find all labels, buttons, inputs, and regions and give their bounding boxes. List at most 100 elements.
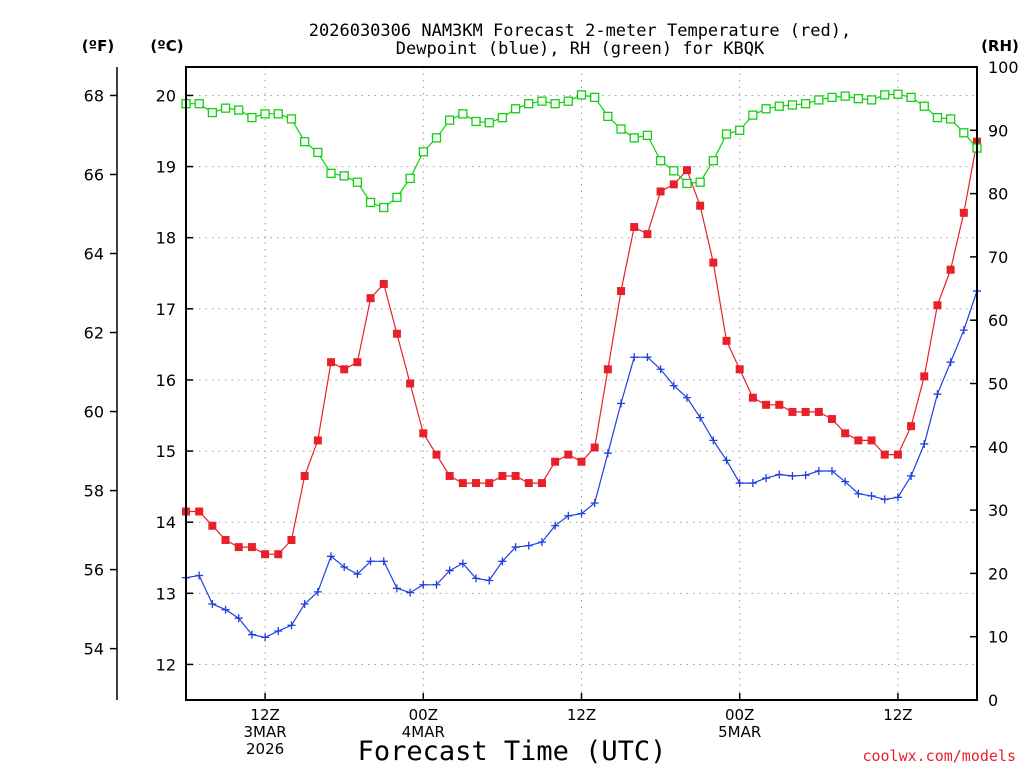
rh-point-18	[418, 147, 428, 157]
rh-point-39	[695, 177, 705, 187]
rh-point-58	[945, 114, 956, 124]
rh-point-28	[550, 99, 560, 109]
dewpoint-point-48	[814, 466, 823, 475]
dewpoint-point-38	[682, 393, 691, 402]
rh-point-1	[194, 99, 204, 109]
rh-tick-label-20: 20	[988, 564, 1008, 583]
temperature-point-2	[208, 521, 217, 530]
fahrenheit-tick-label-60: 60	[84, 403, 104, 422]
dewpoint-point-24	[498, 557, 507, 566]
x-tick-label-0-2: 2026	[246, 740, 284, 758]
temperature-point-8	[287, 535, 296, 544]
rh-point-4	[234, 105, 244, 115]
dewpoint-point-37	[669, 381, 678, 390]
chart-title-line-1: 2026030306 NAM3KM Forecast 2-meter Tempe…	[309, 21, 851, 41]
temperature-point-20	[445, 471, 454, 480]
temperature-point-37	[669, 180, 678, 189]
temperature-point-38	[682, 166, 691, 175]
temperature-point-9	[300, 471, 309, 480]
celsius-unit-label: (ºC)	[150, 37, 183, 55]
rh-point-20	[445, 115, 455, 125]
temperature-point-52	[867, 436, 876, 445]
dewpoint-point-8	[287, 621, 296, 630]
rh-tick-label-80: 80	[988, 185, 1008, 204]
dewpoint-point-3	[221, 605, 230, 614]
x-axis-title: Forecast Time (UTC)	[358, 736, 667, 767]
rh-point-17	[405, 173, 415, 184]
rh-point-56	[919, 101, 929, 111]
x-tick-label-2-0: 12Z	[567, 706, 596, 724]
rh-point-31	[590, 92, 600, 103]
rh-point-13	[352, 177, 363, 187]
dewpoint-point-22	[472, 574, 481, 583]
rh-point-41	[721, 129, 732, 139]
fahrenheit-unit-label: (ºF)	[82, 37, 114, 55]
temperature-point-34	[630, 223, 639, 232]
temperature-point-26	[524, 479, 533, 488]
rh-point-5	[247, 112, 257, 123]
rh-point-48	[814, 95, 824, 105]
dewpoint-point-59	[959, 326, 968, 335]
grid-lines	[186, 67, 977, 700]
fahrenheit-tick-label-56: 56	[84, 561, 104, 580]
temperature-point-58	[946, 265, 955, 274]
celsius-tick-label-15: 15	[156, 442, 176, 461]
rh-unit-label: (RH)	[981, 37, 1019, 55]
rh-point-14	[365, 197, 376, 208]
dewpoint-point-7	[274, 627, 283, 636]
rh-point-9	[299, 137, 310, 147]
rh-point-27	[537, 96, 547, 106]
dewpoint-point-47	[801, 471, 810, 480]
dewpoint-point-44	[762, 474, 771, 483]
rh-point-43	[748, 110, 758, 120]
temperature-point-18	[419, 429, 428, 438]
rh-point-2	[207, 107, 218, 118]
rh-point-47	[800, 99, 811, 109]
temperature-point-49	[827, 415, 836, 424]
rh-point-29	[563, 96, 573, 106]
dewpoint-point-26	[524, 541, 533, 550]
rh-tick-label-50: 50	[988, 375, 1008, 394]
rh-point-12	[339, 171, 349, 181]
dewpoint-point-6	[261, 633, 270, 642]
dewpoint-point-42	[735, 479, 744, 488]
rh-point-30	[576, 90, 587, 100]
temperature-point-4	[234, 543, 243, 552]
dewpoint-point-53	[880, 495, 889, 504]
celsius-tick-label-13: 13	[156, 584, 176, 603]
dewpoint-point-27	[537, 538, 546, 547]
rh-point-21	[458, 109, 468, 119]
dewpoint-point-25	[511, 543, 520, 552]
dewpoint-point-21	[458, 559, 467, 568]
temperature-point-13	[353, 358, 362, 367]
dewpoint-point-43	[748, 479, 757, 488]
rh-point-24	[497, 112, 508, 123]
dewpoint-point-13	[353, 570, 362, 579]
rh-point-53	[880, 90, 890, 100]
rh-point-45	[774, 101, 784, 111]
temperature-point-17	[406, 379, 415, 388]
dewpoint-point-29	[564, 511, 573, 520]
rh-point-38	[682, 178, 692, 189]
dewpoint-point-55	[907, 471, 916, 480]
dewpoint-point-52	[867, 491, 876, 500]
fahrenheit-tick-label-66: 66	[84, 165, 104, 184]
fahrenheit-tick-label-62: 62	[84, 324, 104, 343]
fahrenheit-tick-label-68: 68	[84, 86, 104, 105]
rh-point-34	[629, 133, 639, 143]
dewpoint-point-41	[722, 456, 731, 465]
temperature-point-57	[933, 301, 942, 310]
rh-point-42	[735, 125, 745, 135]
rh-point-3	[220, 103, 231, 113]
dewpoint-point-34	[630, 353, 639, 362]
rh-point-49	[827, 92, 837, 103]
temperature-point-10	[313, 436, 322, 445]
dewpoint-point-5	[247, 630, 256, 639]
dewpoint-point-46	[788, 471, 797, 480]
temperature-point-5	[247, 543, 256, 552]
dewpoint-point-31	[590, 498, 599, 507]
dewpoint-point-50	[841, 477, 850, 486]
dewpoint-point-2	[208, 599, 217, 608]
celsius-tick-label-19: 19	[156, 158, 176, 177]
dewpoint-point-23	[485, 576, 494, 585]
